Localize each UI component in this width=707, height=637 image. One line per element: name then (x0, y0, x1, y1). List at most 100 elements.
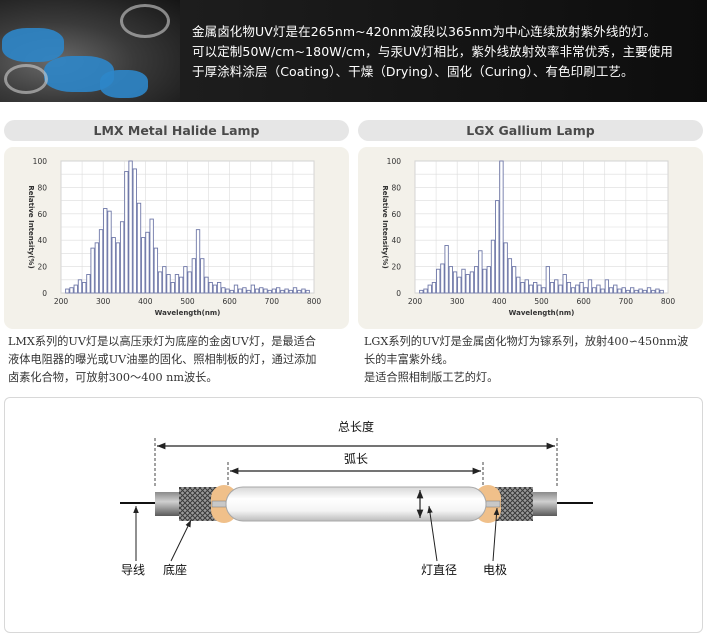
x-tick-label: 300 (450, 297, 465, 306)
cable-coil (4, 64, 48, 94)
x-tick-label: 200 (54, 297, 69, 306)
spectrum-bar (179, 276, 184, 294)
spectrum-bar (153, 247, 159, 294)
x-tick-label: 800 (661, 297, 676, 306)
spectrum-bar (427, 284, 432, 294)
spectrum-bar (301, 288, 306, 294)
spectrum-bar (524, 279, 529, 294)
electrode-label: 电极 (483, 563, 507, 577)
x-tick-label: 400 (138, 297, 153, 306)
caption-line: 卤素化合物，可放射300～400 nm波长。 (8, 371, 218, 384)
y-tick-label: 20 (37, 263, 47, 272)
spectrum-bar (271, 288, 277, 294)
spectrum-bar (157, 271, 163, 294)
electrode-pin-left (211, 500, 227, 508)
spectrum-bar (646, 287, 652, 294)
spectrum-bar (452, 271, 458, 294)
spectrum-bar (124, 171, 129, 294)
x-tick-label: 200 (408, 297, 423, 306)
foam-block (2, 28, 64, 62)
spectrum-bar (423, 288, 428, 294)
spectrum-bar (170, 281, 175, 294)
spectrum-bar (499, 160, 504, 294)
spectrum-bar (545, 266, 550, 294)
spectrum-bar (166, 274, 171, 294)
y-tick-label: 80 (391, 183, 401, 192)
lamp-diameter-label: 灯直径 (421, 563, 457, 577)
spectrum-bar (533, 281, 538, 294)
spectrum-bar (136, 202, 142, 294)
spectrum-bar (444, 245, 449, 294)
spectrum-bar (613, 284, 618, 294)
spectrum-bar (457, 276, 462, 294)
spectrum-bar (482, 268, 487, 294)
spectrum-bar (195, 229, 201, 294)
spectrum-bar (229, 289, 234, 294)
electrode-pin-right (485, 500, 501, 508)
cable-coil (120, 4, 170, 38)
y-tick-label: 60 (37, 210, 47, 219)
banner-line: 可以定制50W/cm~180W/cm，与汞UV灯相比，紫外线放射效率非常优秀，主… (192, 44, 673, 59)
diameter-pointer (427, 505, 438, 562)
spectrum-bar (250, 284, 256, 294)
y-tick-label: 20 (391, 263, 401, 272)
spectrum-bar (642, 289, 647, 294)
y-tick-label: 60 (391, 210, 401, 219)
spectrum-bar (495, 200, 500, 294)
spectrum-bar (115, 242, 121, 294)
spectrum-bar (549, 281, 555, 294)
spectrum-bar (86, 274, 91, 294)
spectrum-bar (511, 266, 517, 294)
spectrum-chart-panel: 0 20 40 60 80 100 200 300 400 500 600 700 800 Wavelen… (4, 147, 349, 329)
spectrum-bar (575, 284, 580, 294)
spectrum-bar (440, 263, 445, 294)
spectrum-bar (263, 288, 268, 294)
spectrum-bar (65, 288, 70, 294)
spectrum-bar (128, 160, 133, 294)
spectrum-bar (566, 281, 572, 294)
spectrum-bar (465, 274, 470, 294)
spectrum-bar (208, 281, 213, 294)
spectrum-bar (503, 242, 508, 294)
base-pointer (170, 519, 192, 562)
lmx-caption: LMX系列的UV灯是以高压汞灯为底座的金卤UV灯，是最适合 液体电阻器的曝光或U… (8, 333, 316, 387)
banner-photo (0, 0, 180, 102)
y-tick-label: 40 (37, 236, 47, 245)
lgx-panel: LGX Gallium Lamp 0 20 40 60 80 100 200 300 400 50… (358, 120, 703, 329)
spectrum-bar (73, 284, 78, 294)
spectrum-bar (431, 281, 437, 294)
x-tick-label: 800 (307, 297, 322, 306)
spectrum-bar (191, 258, 196, 294)
spectrum-bar (90, 247, 95, 294)
spectrum-bar (419, 289, 424, 294)
spectrum-bar (200, 258, 205, 294)
spectrum-bar (461, 268, 466, 294)
spectrum-bar (174, 274, 180, 294)
spectrum-bar (119, 221, 125, 294)
caption-line: LGX系列的UV灯是金属卤化物灯为镓系列，放射400∽450nm波 (364, 335, 689, 348)
spectrum-bar (537, 284, 542, 294)
spectrum-chart: 0 20 40 60 80 100 200 300 400 500 600 700 800 Wavelen… (381, 157, 676, 317)
lamp-dimension-diagram: 总长度 弧长 导线 底座 灯直径 电极 (4, 397, 703, 633)
spectrum-bar (469, 271, 475, 294)
panel-title: LGX Gallium Lamp (358, 120, 703, 141)
caption-line: LMX系列的UV灯是以高压汞灯为底座的金卤UV灯，是最适合 (8, 335, 316, 348)
lamp-diagram-svg: 总长度 弧长 导线 底座 灯直径 电极 (120, 419, 593, 577)
spectrum-bar (212, 284, 218, 294)
x-axis-label: Wavelength(nm) (509, 309, 575, 317)
spectrum-bar (583, 287, 588, 294)
spectrum-bar (486, 266, 491, 294)
spectrum-bar (69, 287, 74, 294)
spectrum-bar (448, 266, 453, 294)
y-axis-label: Relative Intensity(%) (27, 185, 35, 268)
spectrum-bar (254, 288, 260, 294)
base-label: 底座 (163, 562, 187, 577)
spectrum-bar (600, 288, 605, 294)
banner-line: 于厚涂料涂层（Coating）、干燥（Drying）、固化（Curing）、有色… (192, 64, 634, 79)
spectrum-bar (284, 288, 289, 294)
x-axis-label: Wavelength(nm) (155, 309, 221, 317)
spectrum-bar (276, 287, 281, 294)
x-tick-label: 500 (180, 297, 195, 306)
electrode-pointer (492, 507, 500, 562)
spectrum-bar (107, 210, 112, 294)
